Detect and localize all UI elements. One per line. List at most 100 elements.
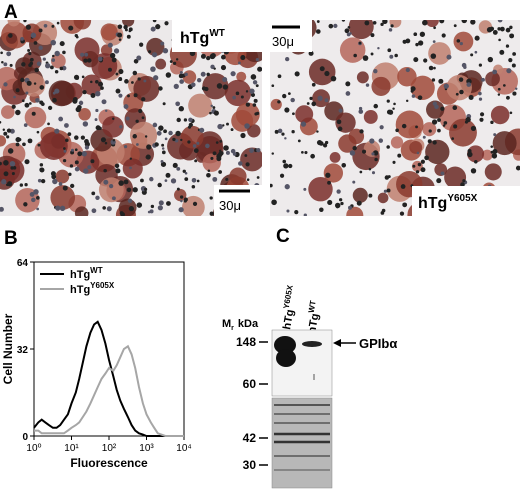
platelet: [39, 85, 45, 90]
platelet: [72, 98, 78, 104]
platelet: [3, 131, 8, 136]
platelet: [74, 160, 79, 165]
platelet: [437, 128, 441, 133]
cell: [356, 71, 369, 84]
platelet: [379, 125, 384, 130]
platelet: [115, 72, 119, 76]
platelet: [41, 178, 46, 184]
cell: [484, 163, 502, 181]
y-tick-label: 0: [22, 432, 28, 443]
platelet: [479, 117, 484, 122]
platelet: [253, 98, 258, 103]
platelet: [446, 54, 452, 60]
platelet: [56, 21, 60, 25]
platelet: [29, 102, 32, 105]
platelet: [24, 102, 30, 108]
platelet: [424, 155, 429, 161]
platelet: [432, 140, 437, 145]
platelet: [206, 72, 210, 77]
platelet: [47, 122, 50, 126]
platelet: [282, 93, 287, 99]
platelet: [59, 205, 66, 211]
platelet: [107, 67, 112, 72]
platelet: [87, 58, 92, 63]
platelet: [45, 63, 51, 69]
band: [302, 341, 322, 347]
platelet: [252, 80, 258, 85]
platelet: [52, 97, 57, 103]
platelet: [499, 49, 505, 55]
platelet: [317, 95, 323, 101]
platelet: [422, 135, 426, 139]
platelet: [271, 84, 275, 88]
platelet: [458, 77, 464, 82]
platelet: [119, 125, 123, 129]
legend-label: hTgWT: [70, 266, 103, 281]
cell: [74, 206, 89, 216]
platelet: [284, 137, 287, 140]
platelet: [54, 128, 60, 134]
cell: [308, 58, 336, 86]
cell: [410, 75, 435, 100]
platelet: [124, 79, 129, 84]
platelet: [392, 107, 395, 110]
platelet: [136, 143, 139, 146]
platelet: [207, 169, 211, 173]
platelet: [175, 101, 181, 107]
platelet: [235, 91, 240, 96]
platelet: [394, 53, 398, 58]
platelet: [133, 93, 138, 98]
label-sup: WT: [209, 28, 225, 39]
platelet: [478, 97, 483, 101]
platelet: [74, 135, 79, 140]
platelet: [470, 168, 477, 174]
platelet: [402, 202, 408, 208]
platelet: [200, 53, 206, 59]
platelet: [162, 48, 169, 54]
platelet: [33, 82, 37, 85]
platelet: [140, 178, 144, 183]
platelet: [95, 91, 101, 97]
platelet: [146, 144, 152, 150]
platelet: [451, 137, 455, 140]
platelet: [95, 195, 100, 200]
platelet: [135, 119, 139, 123]
platelet: [420, 167, 426, 173]
platelet: [193, 148, 199, 153]
platelet: [467, 151, 473, 158]
legend-text: hTg: [70, 284, 90, 296]
y-tick-label: 32: [17, 345, 29, 356]
platelet: [459, 89, 464, 95]
platelet: [216, 153, 222, 159]
platelet: [162, 102, 166, 106]
x-axis-label: Fluorescence: [70, 456, 148, 470]
cell: [202, 153, 221, 172]
platelet: [164, 137, 168, 141]
y-tick-label: 64: [17, 258, 29, 269]
x-tick-label: 10⁴: [176, 443, 191, 454]
platelet: [144, 135, 148, 138]
platelet: [141, 116, 145, 120]
platelet: [164, 21, 169, 26]
platelet: [179, 79, 184, 84]
platelet: [22, 142, 26, 147]
marker-label: 42: [243, 431, 257, 445]
platelet: [109, 52, 116, 59]
platelet: [244, 154, 248, 157]
platelet: [380, 211, 385, 215]
platelet: [6, 135, 10, 139]
band-label: GPIbα: [359, 336, 397, 351]
platelet: [325, 172, 331, 178]
platelet: [172, 137, 176, 142]
platelet: [440, 171, 445, 176]
platelet: [215, 141, 219, 144]
platelet: [127, 94, 130, 98]
platelet: [352, 145, 357, 151]
platelet: [210, 156, 214, 160]
platelet: [337, 190, 341, 194]
platelet: [226, 122, 229, 126]
platelet: [478, 63, 482, 67]
platelet: [493, 133, 497, 137]
platelet: [418, 40, 424, 46]
platelet: [245, 102, 251, 107]
